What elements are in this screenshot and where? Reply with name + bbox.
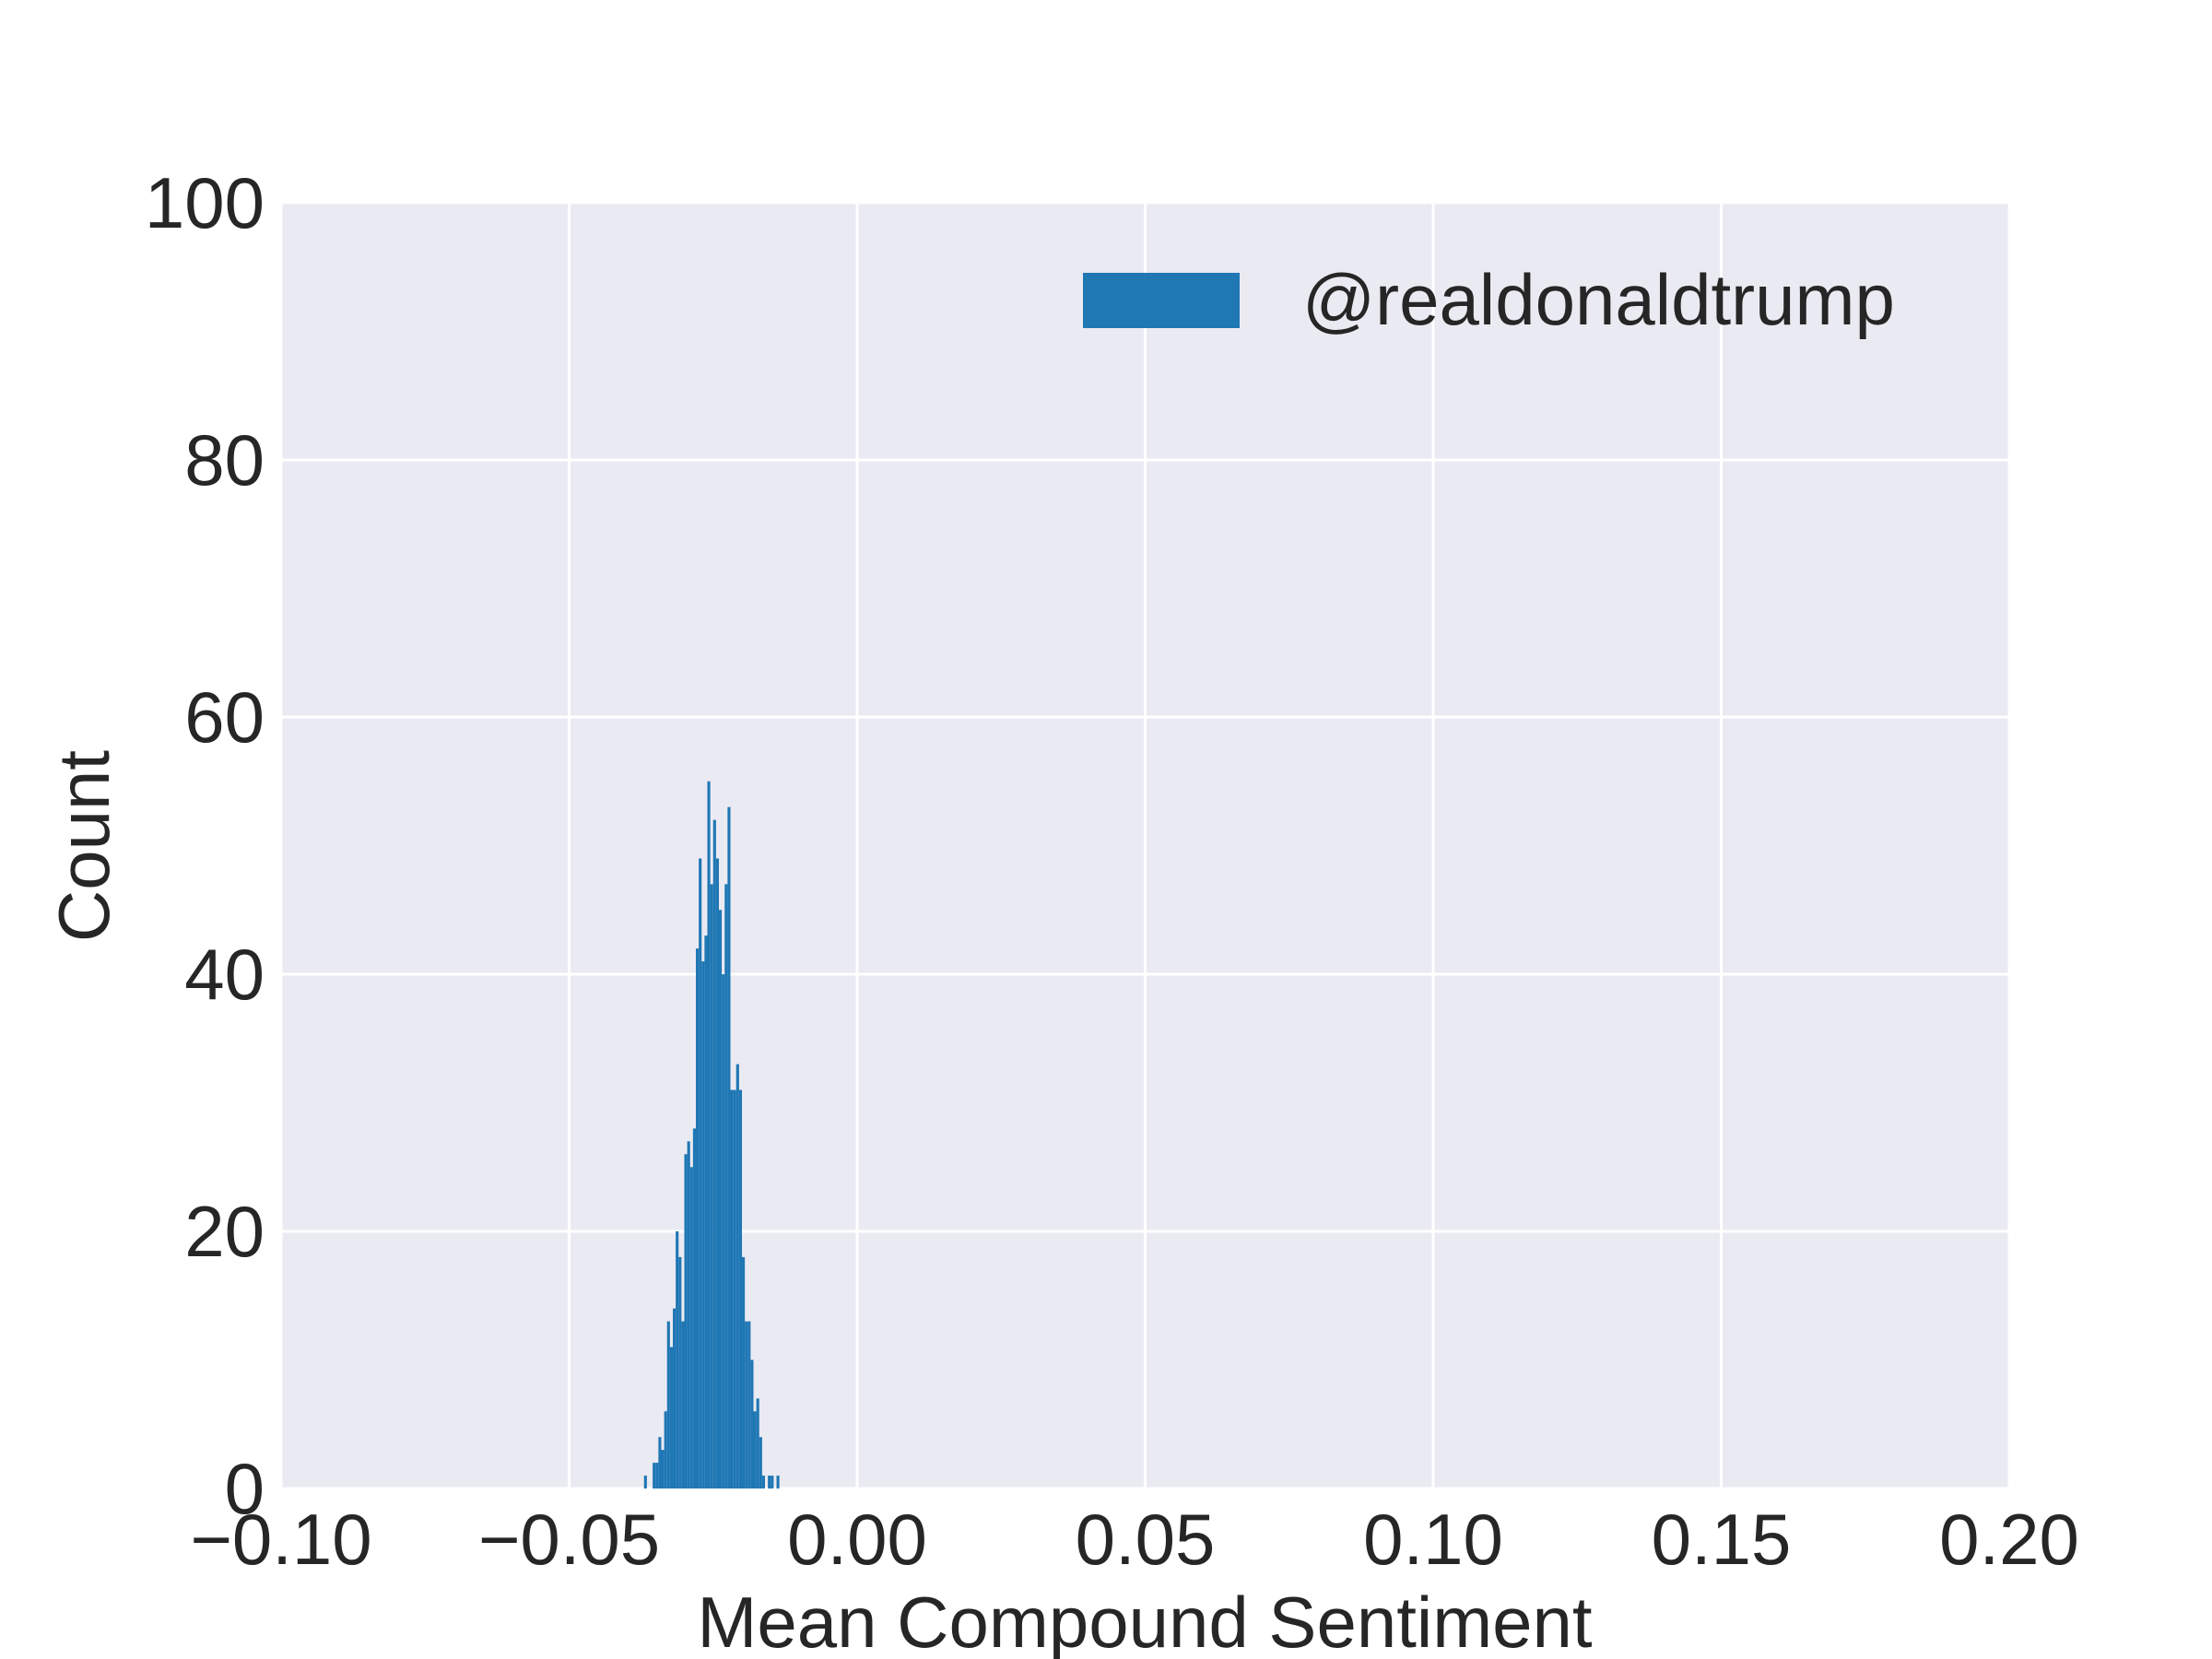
legend: @realdonaldtrump: [1083, 259, 1895, 340]
histogram-bar: [687, 1141, 690, 1488]
x-tick-label: 0.00: [787, 1499, 927, 1580]
histogram-bar: [722, 974, 725, 1488]
x-tick-label: 0.15: [1652, 1499, 1792, 1580]
histogram-bar: [678, 1256, 682, 1488]
histogram-bar: [696, 948, 700, 1488]
histogram-bar: [664, 1411, 667, 1488]
x-tick-label: 0.10: [1363, 1499, 1503, 1580]
x-tick-labels: −0.10 −0.05 0.00 0.05 0.10 0.15 0.20: [190, 1499, 2079, 1580]
histogram-bar: [658, 1437, 662, 1488]
histogram-bar: [669, 1347, 673, 1488]
histogram-bar: [776, 1476, 780, 1488]
y-tick-labels: 0 20 40 60 80 100: [145, 162, 265, 1529]
x-tick-label: 0.05: [1076, 1499, 1216, 1580]
histogram-bar: [655, 1463, 659, 1488]
histogram-bar: [735, 1064, 739, 1488]
histogram-bar: [724, 884, 728, 1488]
histogram-bar: [730, 1089, 734, 1488]
x-axis-label: Mean Compound Sentiment: [697, 1582, 1593, 1659]
y-tick-label: 80: [184, 419, 265, 500]
histogram-bar: [704, 935, 708, 1488]
histogram-bar: [684, 1154, 688, 1488]
legend-label: @realdonaldtrump: [1302, 259, 1895, 340]
histogram-bar: [653, 1463, 656, 1488]
y-tick-label: 40: [184, 934, 265, 1015]
histogram-bar: [761, 1476, 765, 1488]
histogram-bar: [738, 1089, 742, 1488]
histogram-bar: [727, 806, 731, 1488]
y-tick-label: 100: [145, 162, 265, 243]
histogram-bar: [719, 910, 723, 1488]
histogram-bar: [715, 858, 719, 1488]
histogram-bar: [753, 1411, 757, 1488]
histogram-bar: [676, 1231, 679, 1488]
legend-swatch: [1083, 273, 1240, 328]
histogram-bar: [699, 858, 702, 1488]
histogram-bar: [742, 1256, 746, 1488]
y-tick-label: 0: [225, 1448, 265, 1529]
histogram-bar: [733, 1089, 736, 1488]
histogram-bar: [710, 884, 713, 1488]
histogram-bar: [747, 1321, 751, 1488]
histogram-bar: [689, 1167, 693, 1488]
histogram-bar: [771, 1476, 774, 1488]
histogram-bar: [712, 819, 716, 1488]
gridlines: [279, 201, 2011, 1490]
histogram-bars: [643, 781, 780, 1488]
histogram-bar: [768, 1476, 771, 1488]
histogram-bar: [759, 1437, 762, 1488]
histogram-bar: [643, 1476, 647, 1488]
x-tick-label: −0.10: [190, 1499, 371, 1580]
x-tick-label: 0.20: [1939, 1499, 2079, 1580]
histogram-bar: [750, 1359, 754, 1488]
histogram-bar: [661, 1450, 665, 1488]
histogram-bar: [673, 1308, 677, 1488]
y-tick-label: 20: [184, 1191, 265, 1272]
histogram-bar: [692, 1128, 696, 1488]
y-axis-label: Count: [43, 750, 124, 942]
histogram-bar: [756, 1398, 759, 1488]
histogram-bar: [666, 1321, 670, 1488]
histogram-bar: [707, 781, 711, 1488]
y-tick-label: 60: [184, 677, 265, 758]
histogram-bar: [681, 1321, 685, 1488]
x-tick-label: −0.05: [478, 1499, 660, 1580]
histogram-bar: [701, 961, 705, 1488]
histogram-bar: [745, 1321, 748, 1488]
